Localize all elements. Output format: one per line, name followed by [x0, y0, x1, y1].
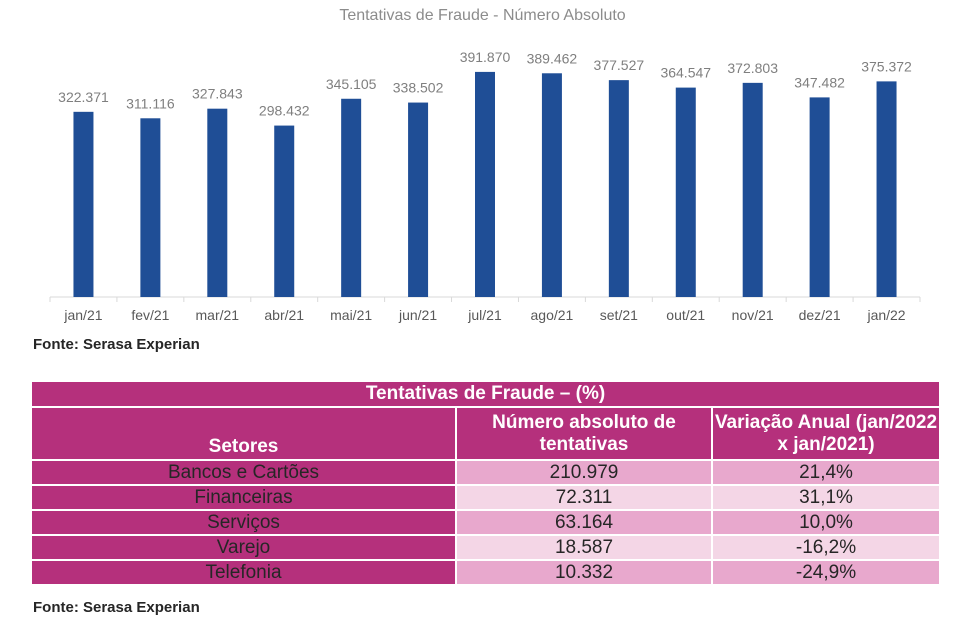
cell-setor: Serviços — [30, 509, 457, 536]
table-row: Financeiras 72.311 31,1% — [30, 484, 942, 511]
data-label: 322.371 — [58, 89, 109, 105]
table-row: Varejo 18.587 -16,2% — [30, 534, 942, 561]
cell-numero: 18.587 — [455, 534, 713, 561]
bar — [608, 80, 629, 297]
data-label: 389.462 — [527, 50, 578, 66]
x-tick-label: jan/21 — [63, 307, 102, 323]
cell-setor: Varejo — [30, 534, 457, 561]
header-setores: Setores — [30, 406, 457, 461]
table-row: Telefonia 10.332 -24,9% — [30, 559, 942, 586]
cell-variacao: 10,0% — [710, 509, 942, 536]
header-numero: Número absoluto de tentativas — [455, 406, 713, 461]
x-tick-label: jan/22 — [866, 307, 905, 323]
chart-source: Fonte: Serasa Experian — [33, 336, 200, 353]
fraud-table: Tentativas de Fraude – (%) Setores Númer… — [29, 380, 942, 586]
bar-chart: 322.371 jan/21 311.116 fev/21 327.843 mar/21 2… — [49, 49, 921, 323]
x-tick-label: mai/21 — [330, 307, 372, 323]
chart-title: Tentativas de Fraude - Número Absoluto — [339, 7, 626, 24]
data-label: 375.372 — [861, 58, 912, 74]
cell-numero: 10.332 — [455, 559, 713, 586]
data-label: 391.870 — [460, 49, 511, 65]
table-source: Fonte: Serasa Experian — [33, 599, 200, 616]
cell-numero: 210.979 — [455, 459, 713, 486]
x-tick-label: out/21 — [666, 307, 705, 323]
cell-variacao: -24,9% — [710, 559, 942, 586]
cell-setor: Financeiras — [30, 484, 457, 511]
cell-numero: 72.311 — [455, 484, 713, 511]
bar — [140, 118, 161, 297]
bar — [742, 82, 763, 298]
data-label: 377.527 — [594, 57, 645, 73]
data-label: 345.105 — [326, 76, 377, 92]
bar — [341, 98, 362, 298]
x-tick-label: fev/21 — [131, 307, 169, 323]
x-tick-label: jun/21 — [398, 307, 437, 323]
header-variacao: Variação Anual (jan/2022 x jan/2021) — [710, 406, 942, 461]
cell-setor: Telefonia — [30, 559, 457, 586]
x-tick-label: dez/21 — [799, 307, 841, 323]
x-tick-label: nov/21 — [732, 307, 774, 323]
bar — [475, 71, 495, 297]
cell-variacao: 31,1% — [710, 484, 942, 511]
table-title: Tentativas de Fraude – (%) — [29, 380, 942, 408]
bar — [876, 81, 897, 298]
data-label: 311.116 — [126, 95, 175, 111]
bar — [809, 97, 830, 297]
table-row: Serviços 63.164 10,0% — [30, 509, 942, 536]
cell-variacao: 21,4% — [710, 459, 942, 486]
x-tick-label: jul/21 — [467, 307, 502, 323]
x-tick-label: set/21 — [600, 307, 638, 323]
bar — [274, 125, 295, 297]
table-row: Bancos e Cartões 210.979 21,4% — [30, 459, 942, 486]
data-label: 372.803 — [727, 60, 778, 76]
x-tick-label: ago/21 — [531, 307, 574, 323]
data-label: 338.502 — [393, 80, 444, 96]
cell-variacao: -16,2% — [710, 534, 942, 561]
bar — [207, 108, 228, 297]
x-tick-label: mar/21 — [196, 307, 240, 323]
x-tick-label: abr/21 — [264, 307, 304, 323]
cell-setor: Bancos e Cartões — [30, 459, 457, 486]
bar — [73, 111, 94, 297]
data-label: 364.547 — [660, 65, 711, 81]
data-label: 347.482 — [794, 74, 845, 90]
data-label: 327.843 — [192, 86, 243, 102]
bar — [541, 73, 562, 297]
cell-numero: 63.164 — [455, 509, 713, 536]
bar — [408, 102, 429, 297]
bar — [675, 87, 696, 298]
data-label: 298.432 — [259, 103, 310, 119]
